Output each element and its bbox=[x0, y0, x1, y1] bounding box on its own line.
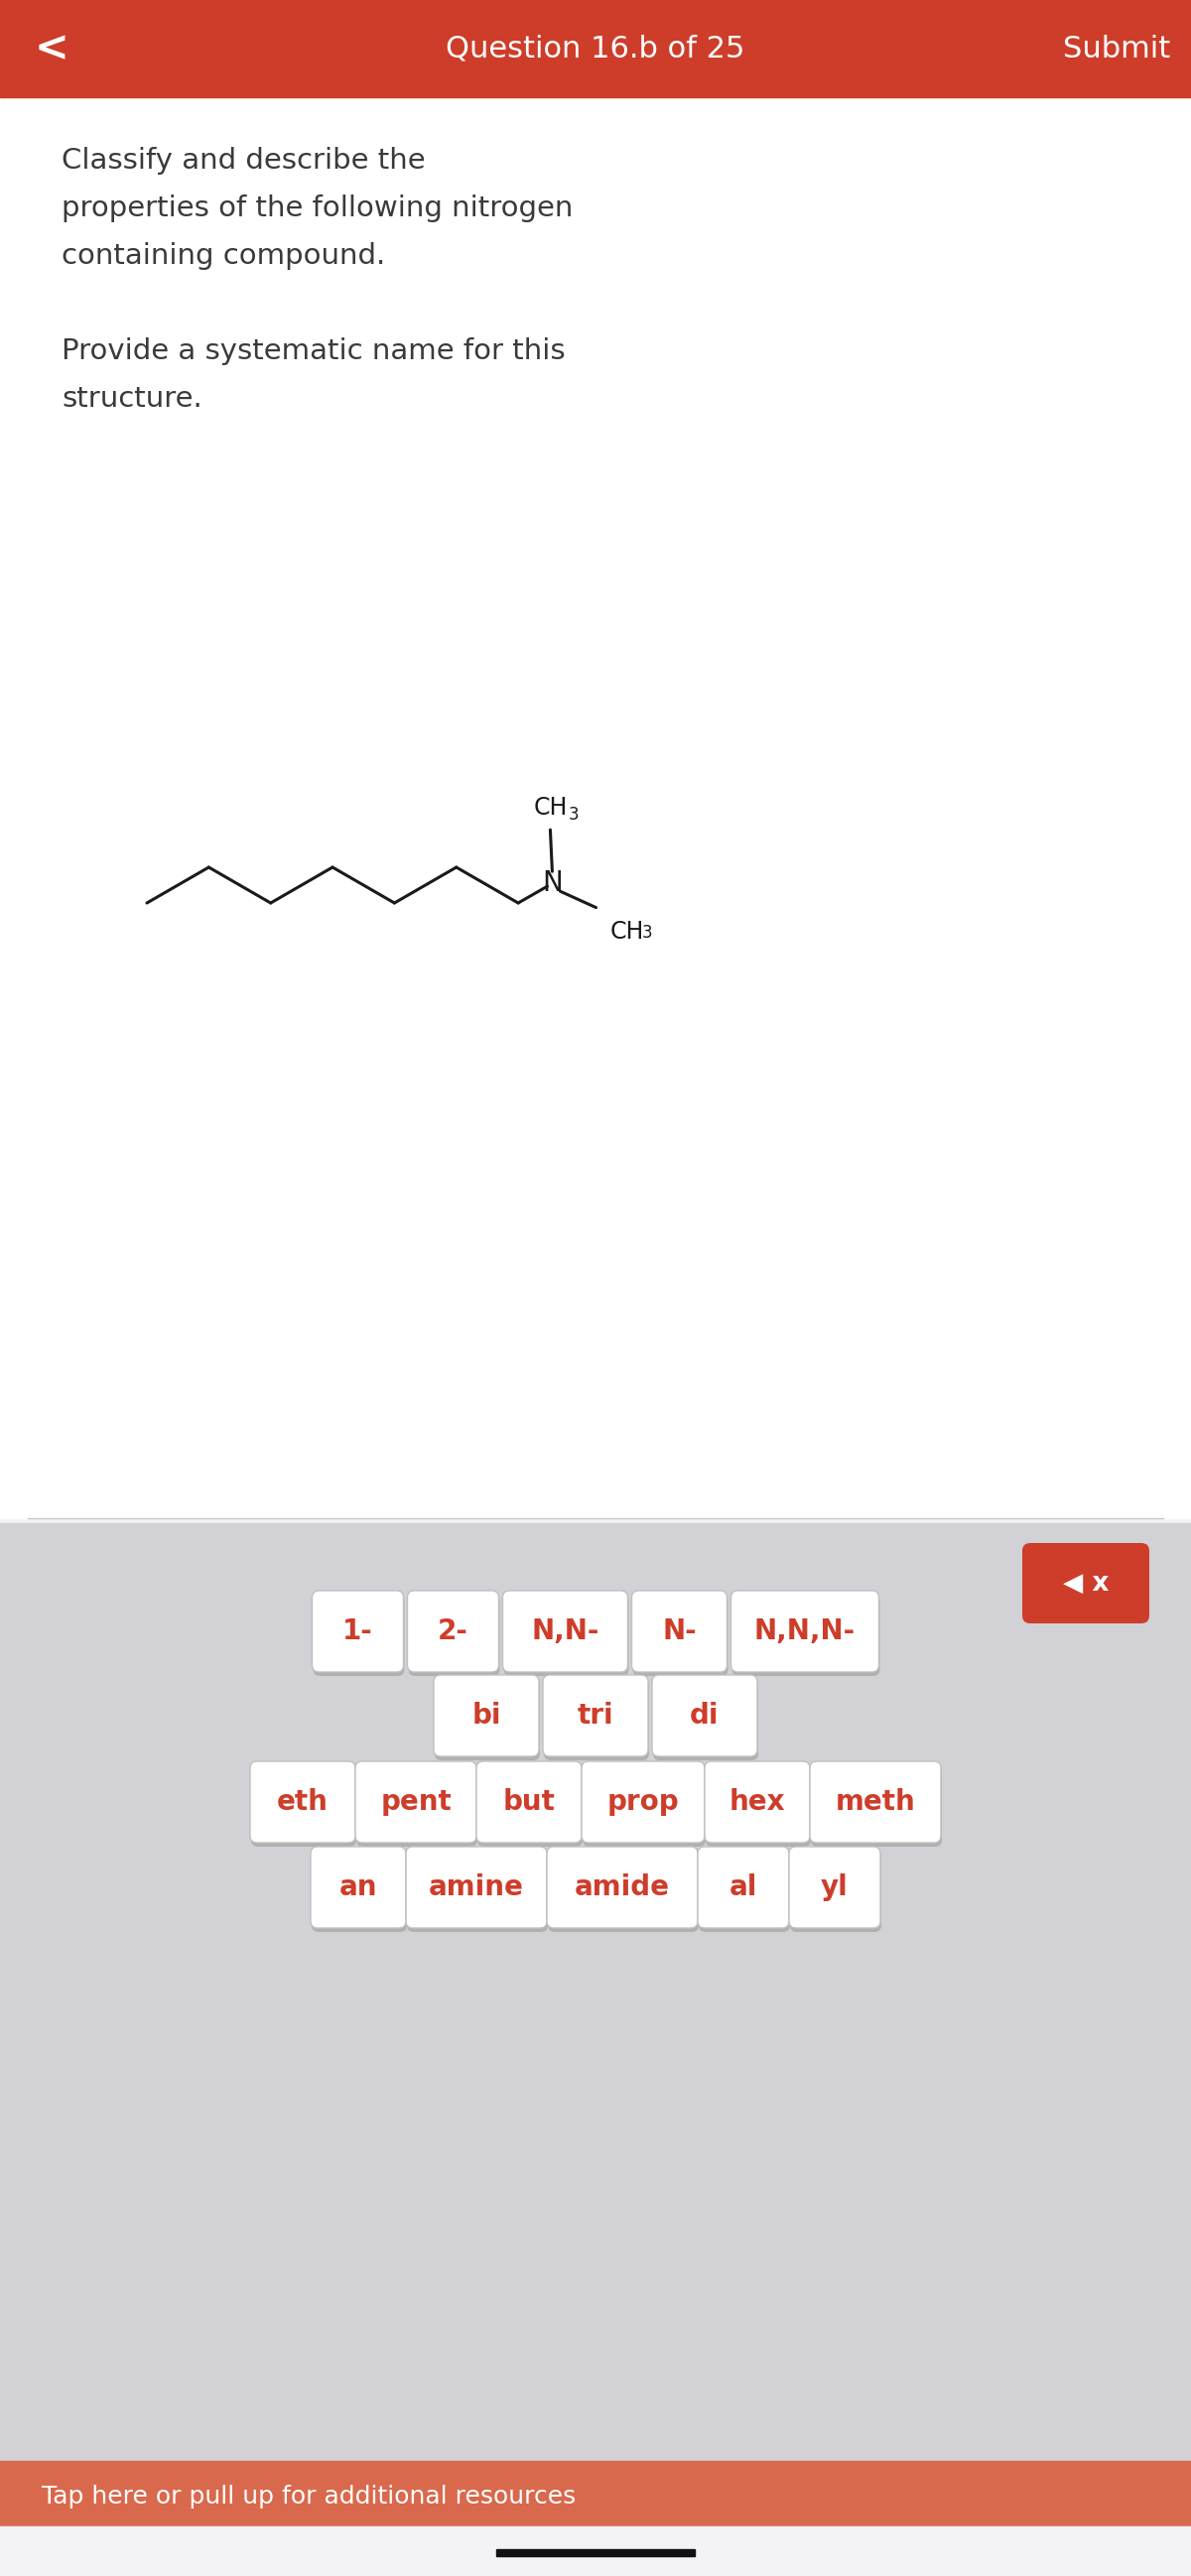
Bar bbox=[0, 2527, 1191, 2576]
FancyBboxPatch shape bbox=[811, 1765, 942, 1847]
FancyBboxPatch shape bbox=[504, 1595, 629, 1677]
Text: ◀ x: ◀ x bbox=[1062, 1571, 1109, 1597]
FancyBboxPatch shape bbox=[312, 1589, 404, 1672]
FancyBboxPatch shape bbox=[810, 1762, 941, 1842]
FancyBboxPatch shape bbox=[311, 1847, 406, 1927]
Text: amide: amide bbox=[575, 1873, 669, 1901]
Text: bi: bi bbox=[472, 1703, 501, 1728]
FancyBboxPatch shape bbox=[581, 1762, 705, 1842]
FancyBboxPatch shape bbox=[312, 1850, 407, 1932]
FancyBboxPatch shape bbox=[653, 1674, 757, 1757]
Text: Classify and describe the: Classify and describe the bbox=[62, 147, 425, 175]
Bar bbox=[0, 0, 1191, 98]
Bar bbox=[0, 2460, 1191, 2532]
Text: Submit: Submit bbox=[1062, 33, 1171, 62]
Text: Question 16.b of 25: Question 16.b of 25 bbox=[445, 33, 746, 62]
FancyBboxPatch shape bbox=[407, 1850, 548, 1932]
Text: containing compound.: containing compound. bbox=[62, 242, 386, 270]
FancyBboxPatch shape bbox=[434, 1674, 538, 1757]
Text: eth: eth bbox=[278, 1788, 329, 1816]
FancyBboxPatch shape bbox=[313, 1595, 405, 1677]
FancyBboxPatch shape bbox=[544, 1680, 649, 1759]
Text: di: di bbox=[690, 1703, 719, 1728]
FancyBboxPatch shape bbox=[705, 1765, 811, 1847]
FancyBboxPatch shape bbox=[251, 1765, 356, 1847]
FancyBboxPatch shape bbox=[699, 1850, 790, 1932]
Text: N-: N- bbox=[662, 1618, 697, 1646]
Text: CH: CH bbox=[610, 920, 644, 943]
FancyBboxPatch shape bbox=[435, 1680, 540, 1759]
Text: structure.: structure. bbox=[62, 384, 202, 412]
Text: N: N bbox=[542, 871, 562, 896]
FancyBboxPatch shape bbox=[476, 1762, 581, 1842]
Text: yl: yl bbox=[821, 1873, 848, 1901]
FancyBboxPatch shape bbox=[731, 1589, 879, 1672]
Bar bbox=[0, 1522, 1191, 2460]
FancyBboxPatch shape bbox=[250, 1762, 355, 1842]
FancyBboxPatch shape bbox=[543, 1674, 648, 1757]
Text: Provide a systematic name for this: Provide a systematic name for this bbox=[62, 337, 566, 366]
FancyBboxPatch shape bbox=[407, 1589, 499, 1672]
FancyBboxPatch shape bbox=[503, 1589, 628, 1672]
Text: 2-: 2- bbox=[438, 1618, 468, 1646]
Text: 3: 3 bbox=[642, 922, 653, 940]
Text: N,N,N-: N,N,N- bbox=[754, 1618, 855, 1646]
Bar bbox=[497, 2550, 694, 2555]
Text: prop: prop bbox=[607, 1788, 679, 1816]
FancyBboxPatch shape bbox=[478, 1765, 582, 1847]
FancyBboxPatch shape bbox=[406, 1847, 547, 1927]
FancyBboxPatch shape bbox=[790, 1850, 881, 1932]
FancyBboxPatch shape bbox=[732, 1595, 880, 1677]
FancyBboxPatch shape bbox=[698, 1847, 790, 1927]
Text: properties of the following nitrogen: properties of the following nitrogen bbox=[62, 196, 573, 222]
Text: 1-: 1- bbox=[343, 1618, 373, 1646]
Text: meth: meth bbox=[835, 1788, 916, 1816]
Text: Tap here or pull up for additional resources: Tap here or pull up for additional resou… bbox=[42, 2486, 576, 2509]
Text: but: but bbox=[503, 1788, 555, 1816]
Text: amine: amine bbox=[429, 1873, 524, 1901]
Text: CH: CH bbox=[534, 796, 567, 819]
Bar bbox=[0, 98, 1191, 1517]
Text: hex: hex bbox=[729, 1788, 785, 1816]
FancyBboxPatch shape bbox=[653, 1680, 759, 1759]
FancyBboxPatch shape bbox=[355, 1762, 476, 1842]
FancyBboxPatch shape bbox=[409, 1595, 500, 1677]
Text: pent: pent bbox=[380, 1788, 451, 1816]
FancyBboxPatch shape bbox=[631, 1589, 727, 1672]
FancyBboxPatch shape bbox=[548, 1850, 699, 1932]
FancyBboxPatch shape bbox=[582, 1765, 705, 1847]
Text: an: an bbox=[339, 1873, 378, 1901]
Text: al: al bbox=[729, 1873, 757, 1901]
FancyBboxPatch shape bbox=[1022, 1543, 1149, 1623]
Text: tri: tri bbox=[578, 1703, 613, 1728]
FancyBboxPatch shape bbox=[790, 1847, 880, 1927]
FancyBboxPatch shape bbox=[632, 1595, 728, 1677]
Text: 3: 3 bbox=[568, 806, 579, 824]
Text: N,N-: N,N- bbox=[531, 1618, 599, 1646]
Text: <: < bbox=[35, 28, 69, 70]
FancyBboxPatch shape bbox=[547, 1847, 698, 1927]
FancyBboxPatch shape bbox=[356, 1765, 478, 1847]
FancyBboxPatch shape bbox=[705, 1762, 810, 1842]
